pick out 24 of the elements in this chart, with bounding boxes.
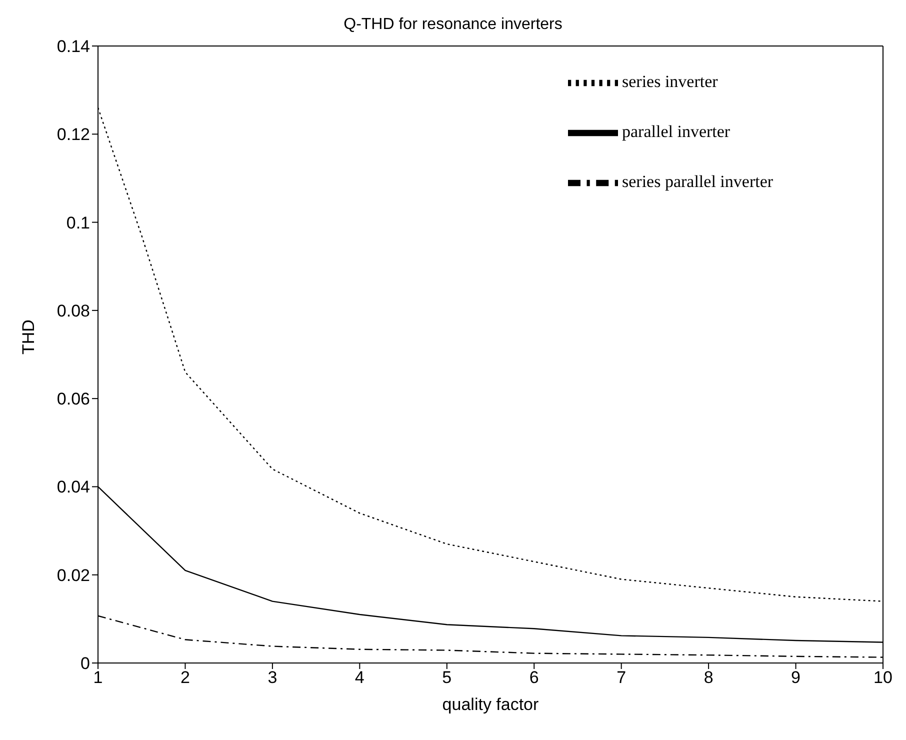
y-tick-label: 0.14 xyxy=(56,37,90,56)
y-tick-label: 0.02 xyxy=(56,566,90,585)
x-axis-title: quality factor xyxy=(442,695,540,714)
y-tick-label: 0.12 xyxy=(56,125,90,144)
y-tick-label: 0.1 xyxy=(66,213,90,232)
x-tick-label: 5 xyxy=(442,668,452,688)
legend-label: parallel inverter xyxy=(622,122,730,141)
y-tick-label: 0.08 xyxy=(56,301,90,320)
chart-title: Q-THD for resonance inverters xyxy=(342,16,564,34)
x-tick-label: 7 xyxy=(616,668,626,688)
x-tick-label: 3 xyxy=(268,668,278,688)
x-tick-label: 6 xyxy=(529,668,539,688)
y-tick-label: 0 xyxy=(80,654,90,674)
x-tick-label: 9 xyxy=(791,668,801,688)
x-tick-label: 10 xyxy=(874,668,892,688)
legend-label: series parallel inverter xyxy=(622,172,774,191)
y-tick-label: 0.04 xyxy=(56,478,90,497)
x-tick-label: 8 xyxy=(704,668,714,688)
y-axis-title: THD xyxy=(19,320,38,354)
x-tick-label: 1 xyxy=(93,668,103,688)
legend-label: series inverter xyxy=(622,72,718,91)
x-tick-label: 2 xyxy=(180,668,190,688)
y-tick-label: 0.06 xyxy=(56,390,90,409)
x-tick-label: 4 xyxy=(354,668,364,688)
